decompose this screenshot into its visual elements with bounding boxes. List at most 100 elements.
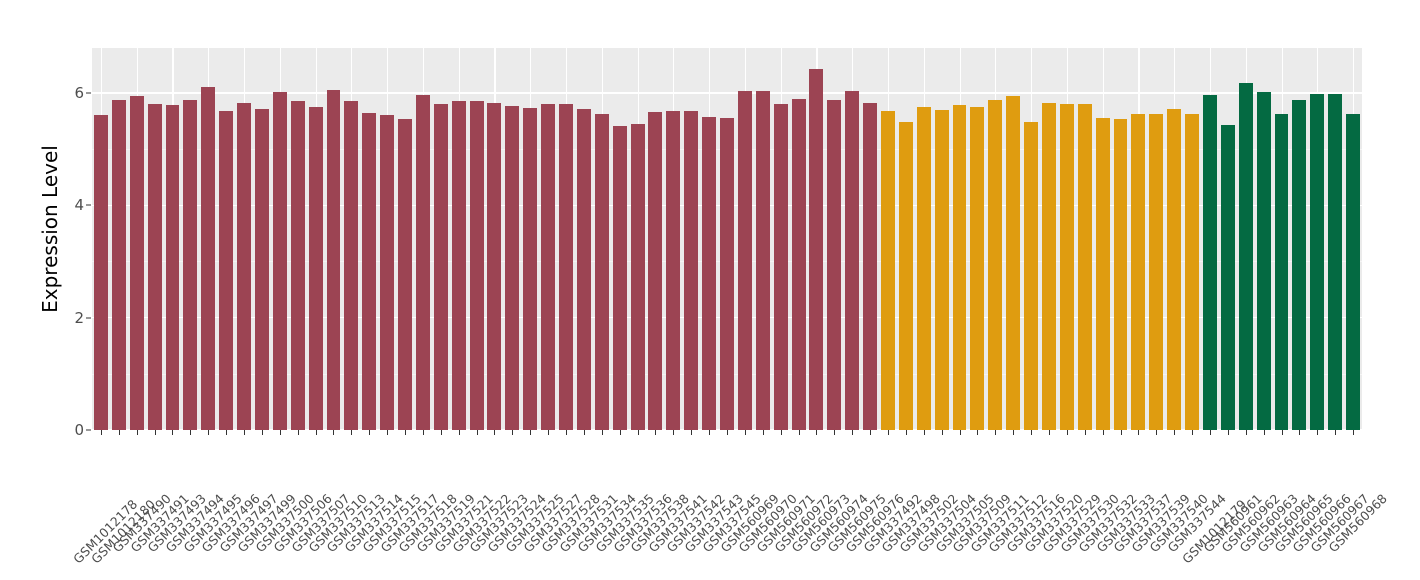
bar [898,121,913,430]
bar [881,111,895,430]
bar [523,108,538,430]
bar [469,101,484,430]
bar [1274,114,1289,430]
x-tick-mark [261,430,263,435]
bar [326,90,341,430]
x-tick-mark [923,430,925,435]
x-tick-mark [208,430,210,435]
bar [1202,94,1217,430]
x-tick-mark [1048,430,1050,435]
x-tick-mark [1066,430,1068,435]
x-tick-mark [1084,430,1086,435]
x-tick-mark [995,430,997,435]
x-tick-mark [226,430,228,435]
x-tick-mark [548,430,550,435]
x-tick-mark [244,430,246,435]
x-tick-mark [727,430,728,435]
y-tick-mark [86,92,91,94]
x-tick-mark [315,430,317,435]
x-tick-mark [172,430,174,435]
bar [576,109,591,430]
x-tick-mark [834,430,836,435]
bar [111,100,126,430]
x-tick-mark [1335,430,1337,435]
x-tick-mark [691,430,693,435]
bar [970,107,985,430]
y-tick-label: 0 [74,421,84,439]
bar [147,104,162,430]
bar [1346,114,1361,430]
bar [720,117,734,430]
x-tick-mark [1281,430,1283,435]
x-tick-mark [351,430,353,435]
bar [594,113,609,430]
bar [791,98,806,430]
x-tick-mark [816,430,818,435]
x-tick-mark [566,430,567,435]
bar [934,109,949,430]
bar [308,107,323,430]
x-axis-ticks [92,430,1362,436]
x-tick-mark [977,430,979,435]
bar [845,90,860,430]
bar [254,108,269,430]
bar [541,103,556,430]
bar [219,110,234,430]
bar [827,100,842,430]
x-tick-mark [798,430,800,435]
bar [433,103,448,430]
bar [1113,118,1128,430]
plot-panel [92,48,1362,430]
bar [380,115,395,430]
x-tick-mark [458,430,460,435]
bar [451,101,466,430]
x-tick-mark [655,430,657,435]
x-tick-mark [780,430,782,435]
bar [1041,103,1056,430]
bar [809,69,824,430]
x-tick-mark [369,430,371,435]
x-tick-mark [762,430,764,435]
bar [755,90,770,430]
y-tick-mark [86,317,91,319]
x-tick-mark [512,430,514,435]
bar [290,101,305,430]
bar [952,104,967,430]
bar [1024,121,1039,430]
y-tick-label: 2 [74,308,84,327]
bar [737,91,752,430]
bar [237,103,251,430]
x-tick-mark [870,430,872,435]
bar [487,103,502,430]
x-tick-mark [887,430,889,435]
x-tick-mark [1192,430,1194,435]
bar [201,87,216,430]
bar [1310,93,1325,430]
x-tick-mark [1317,430,1319,435]
x-tick-mark [387,430,389,435]
x-tick-mark [1156,430,1158,435]
bar [1149,114,1164,430]
bar [1095,117,1110,430]
bar [630,124,645,430]
bar [1220,124,1235,430]
y-axis: 0 2 4 6 [0,0,92,580]
x-tick-mark [619,430,621,435]
x-tick-mark [1227,430,1229,435]
x-tick-mark [279,430,281,435]
x-axis-labels: GSM1012178 GSM1012180 GSM337490 GSM337491 GS… [70,437,1390,580]
x-tick-mark [744,430,746,435]
y-tick-mark [86,204,91,206]
bar [1238,82,1253,430]
bar [165,104,180,430]
x-tick-mark [1263,430,1265,435]
bar [773,104,788,430]
x-tick-mark [941,430,943,435]
bar [1185,113,1200,430]
x-tick-mark [100,430,102,435]
bar [863,102,878,430]
x-tick-mark [1174,430,1176,435]
x-tick-mark [476,430,478,435]
x-tick-mark [405,430,407,435]
bar [666,111,681,430]
